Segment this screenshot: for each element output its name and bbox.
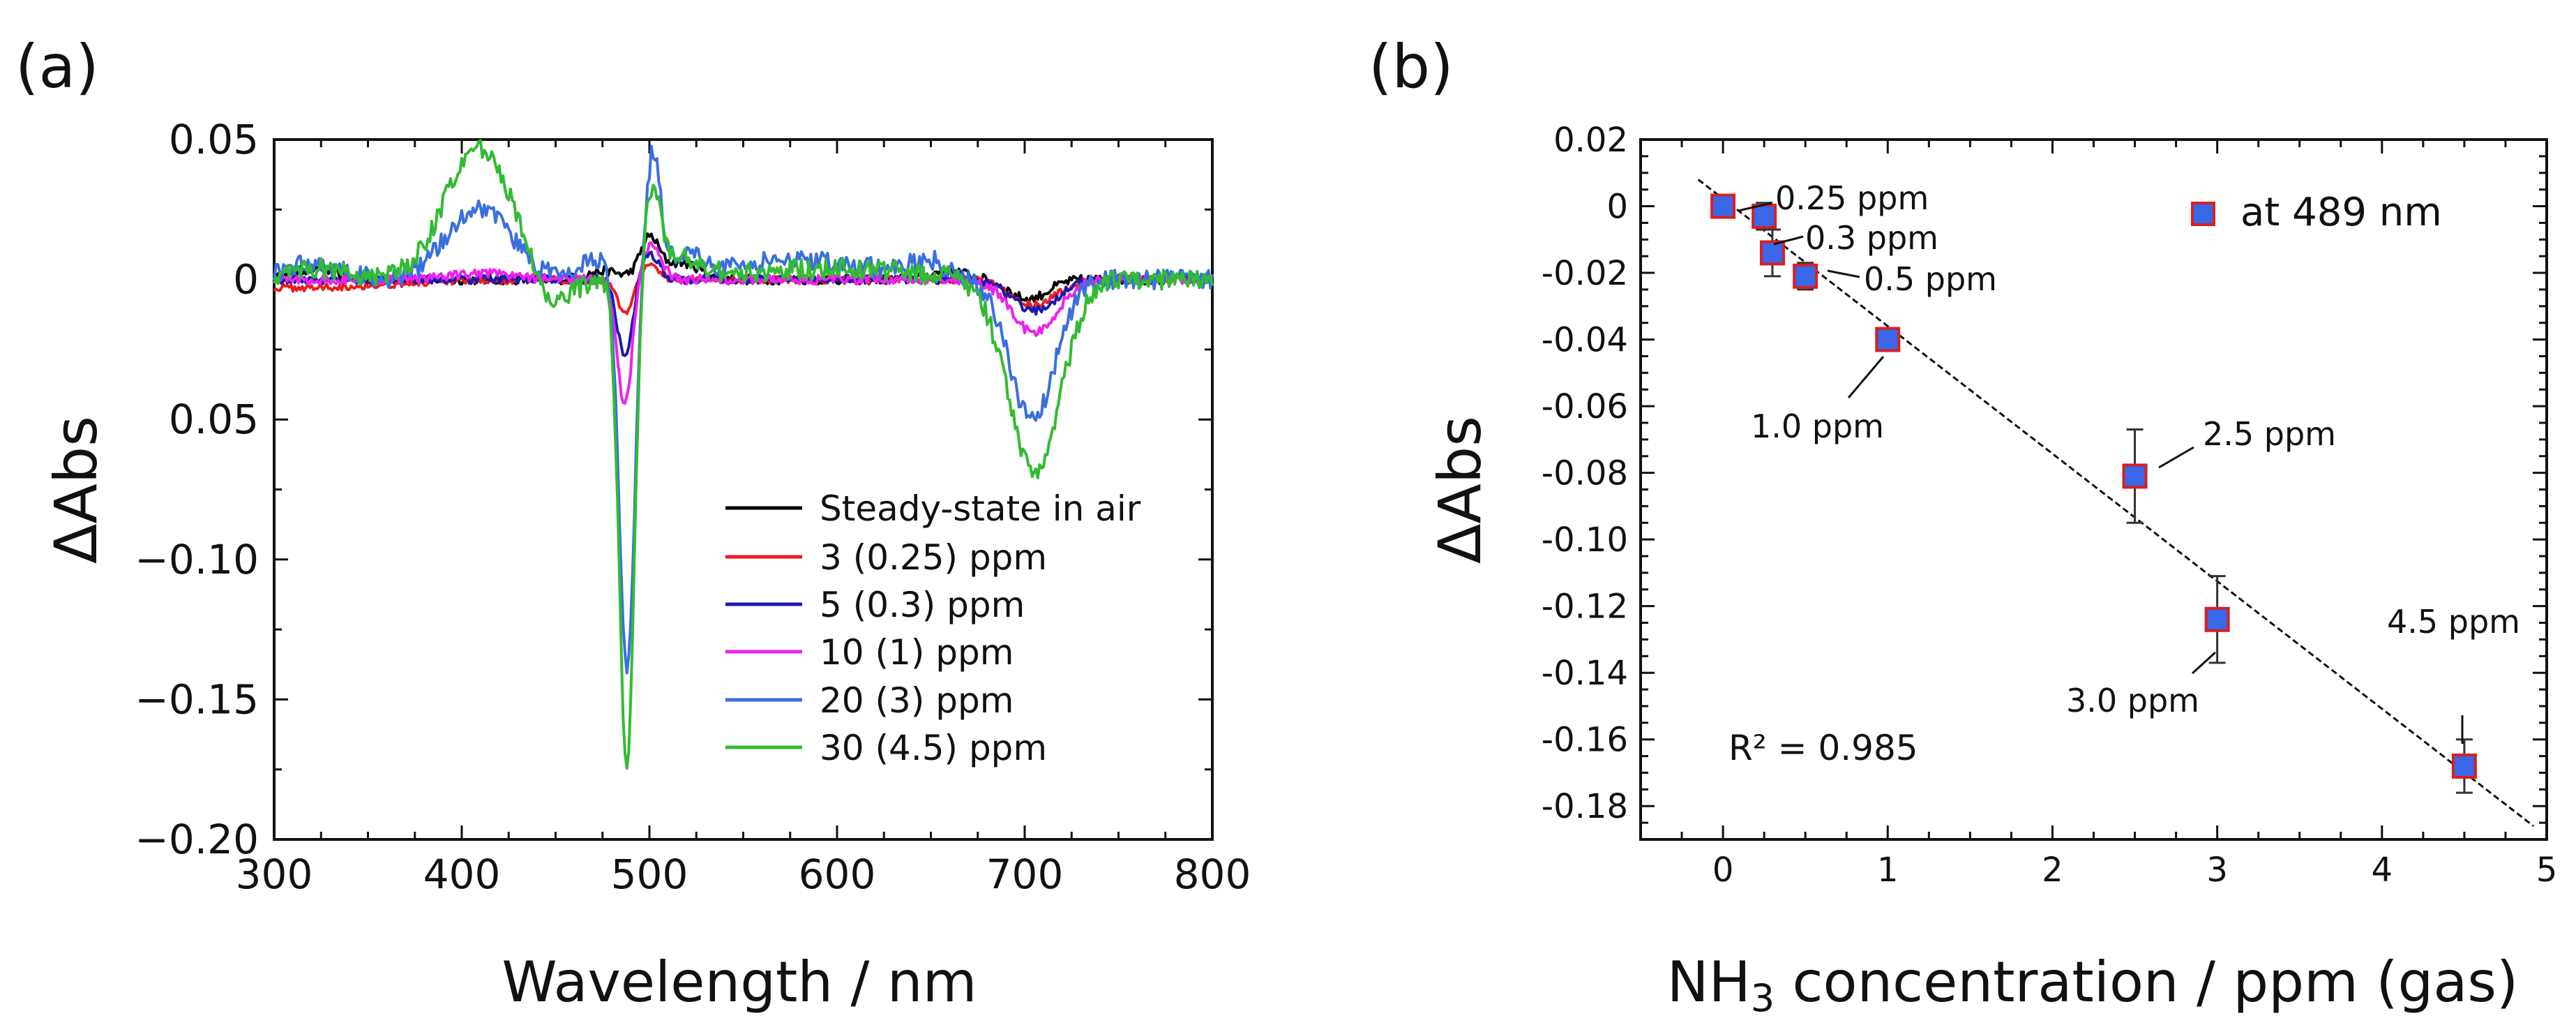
panel-a-y-tick-label: −0.10	[135, 536, 259, 583]
annotation-0-25ppm: 0.25 ppm	[1775, 179, 1929, 217]
leader-1-0ppm	[1847, 356, 1885, 398]
panel-a-y-tick-label: 0.05	[169, 116, 259, 163]
series-line-5	[273, 144, 1214, 675]
legend-label-20ppm: 20 (3) ppm	[820, 680, 1014, 721]
panel-a-x-tick-label: 300	[236, 851, 313, 898]
data-point-7	[2204, 606, 2230, 632]
panel-a-x-tick-label: 400	[423, 851, 501, 898]
data-point-6	[2122, 463, 2148, 489]
panel-b-y-tick-label: -0.12	[1542, 588, 1628, 627]
series-line-1	[273, 232, 1214, 306]
panel-a-x-tick-label: 500	[611, 851, 688, 898]
panel-b-y-tick-label: -0.02	[1542, 254, 1628, 293]
panel-b-x-tick-label: 3	[2206, 851, 2228, 890]
panel-a-label: (a)	[15, 32, 99, 102]
legend-marker	[2191, 202, 2215, 226]
panel-b-y-tick-label: -0.10	[1542, 521, 1628, 560]
panel-b: (b) 0 1 2 3 4 5 0.02 0 -0.02 -0.04 -0.06 -0.08 -0.10…	[1369, 32, 2557, 1020]
panel-b-x-tick-label: 2	[2042, 851, 2063, 890]
legend-label-10ppm: 10 (1) ppm	[820, 632, 1014, 673]
annotation-0-3ppm: 0.3 ppm	[1805, 219, 1938, 257]
legend-label-3ppm: 3 (0.25) ppm	[820, 537, 1047, 578]
panel-b-x-axis-title: NH3 concentration / ppm (gas)	[1667, 950, 2519, 1020]
panel-a-y-tick-label: 0	[233, 256, 259, 304]
panel-a-y-axis-title: ΔAbs	[42, 416, 110, 564]
leader-3-0ppm	[2191, 651, 2217, 675]
panel-a-x-tick-label: 700	[986, 851, 1064, 898]
panel-b-y-tick-label: -0.14	[1542, 654, 1628, 693]
x-title-rest: concentration / ppm (gas)	[1775, 950, 2518, 1015]
data-point-4	[1793, 263, 1818, 289]
data-point-2	[1752, 203, 1777, 229]
panel-a-y-tick-label: 0.05	[169, 396, 259, 443]
linear-fit-line	[1697, 179, 2535, 828]
panel-b-axis-ticks: 0 1 2 3 4 5 0.02 0 -0.02 -0.04 -0.06 -0.08 -0.10 -0.1…	[1542, 121, 2557, 890]
panel-a-x-tick-label: 600	[799, 851, 876, 898]
panel-b-x-tick-label: 4	[2372, 851, 2393, 890]
panel-a-y-tick-label: −0.15	[135, 675, 259, 723]
annotation-0-5ppm: 0.5 ppm	[1864, 260, 1997, 298]
panel-b-y-tick-label: 0.02	[1553, 121, 1628, 160]
annotation-3-0ppm: 3.0 ppm	[2066, 682, 2199, 719]
data-point-1	[1710, 193, 1736, 219]
data-point-8	[2451, 753, 2477, 779]
series-line-4	[273, 241, 1214, 405]
panel-b-x-tick-label: 0	[1712, 851, 1734, 890]
leader-0-3ppm	[1773, 235, 1804, 246]
leader-2-5ppm	[2158, 446, 2194, 469]
legend-label-5ppm: 5 (0.3) ppm	[820, 585, 1025, 625]
legend-label-30ppm: 30 (4.5) ppm	[820, 728, 1047, 768]
x-title-subscript: 3	[1751, 976, 1775, 1020]
panel-b-x-tick-label: 1	[1877, 851, 1899, 890]
panel-a-x-tick-label: 800	[1174, 851, 1251, 898]
panel-a: (a) 300 400 500 600 700 800 0.05 0 0.05 −0.10 −0.1…	[15, 32, 1251, 1015]
panel-b-y-tick-label: -0.18	[1542, 787, 1628, 826]
panel-a-axis-ticks: 300 400 500 600 700 800 0.05 0 0.05 −0.10 −0.15 −0.…	[135, 116, 1251, 898]
panel-a-x-axis-title: Wavelength / nm	[502, 950, 977, 1015]
annotation-4-5ppm: 4.5 ppm	[2387, 603, 2520, 641]
data-point-3	[1759, 240, 1785, 266]
r-squared-label: R² = 0.985	[1728, 728, 1918, 768]
x-title-nh: NH	[1667, 950, 1751, 1015]
annotation-2-5ppm: 2.5 ppm	[2203, 415, 2336, 453]
panel-b-y-axis-title: ΔAbs	[1426, 416, 1494, 564]
panel-b-y-tick-label: -0.16	[1542, 721, 1628, 760]
panel-b-y-tick-label: -0.08	[1542, 454, 1628, 493]
panel-a-y-tick-label: −0.20	[135, 816, 259, 863]
leader-0-5ppm	[1827, 269, 1860, 278]
panel-b-label: (b)	[1369, 32, 1454, 102]
panel-b-y-tick-label: -0.06	[1542, 387, 1628, 426]
panel-b-x-tick-label: 5	[2536, 851, 2558, 890]
panel-b-y-tick-label: -0.04	[1542, 321, 1628, 360]
panel-b-y-tick-label: 0	[1606, 188, 1628, 227]
annotation-1-0ppm: 1.0 ppm	[1751, 407, 1884, 445]
legend-label-at-489nm: at 489 nm	[2240, 190, 2442, 235]
panel-a-series-lines	[273, 139, 1214, 770]
leader-0-25ppm	[1738, 202, 1772, 212]
data-point-5	[1875, 327, 1901, 352]
panel-a-legend: Steady-state in air 3 (0.25) ppm 5 (0.3)…	[725, 488, 1141, 768]
annotation-leaders	[1738, 202, 2464, 744]
panel-b-data-points	[1710, 193, 2477, 779]
legend-label-steady-state: Steady-state in air	[820, 488, 1141, 529]
series-line-6	[273, 139, 1214, 770]
